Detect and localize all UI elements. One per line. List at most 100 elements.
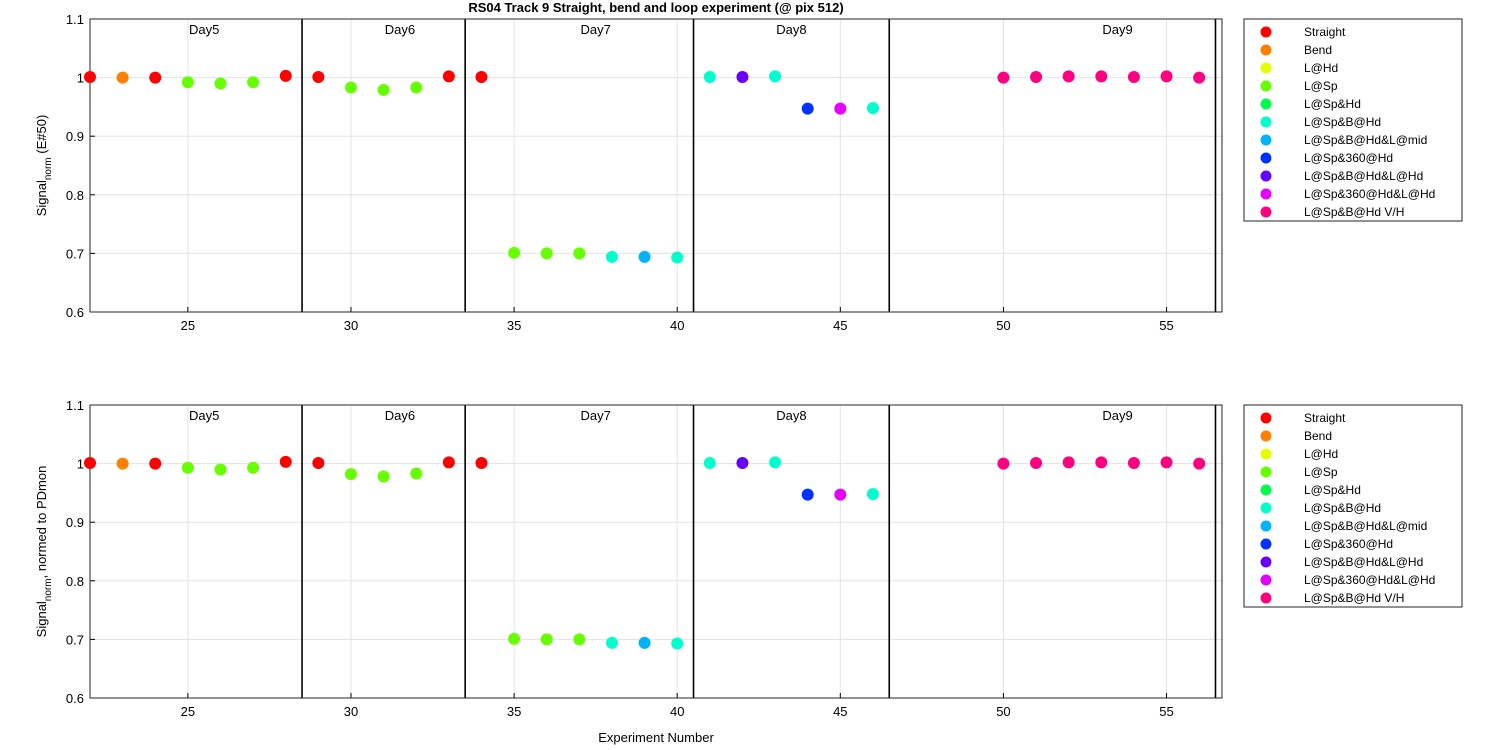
x-axis-label: Experiment Number (598, 730, 714, 745)
legend-entry: L@Sp&360@Hd&L@Hd (1304, 187, 1435, 201)
data-point (834, 102, 847, 115)
y-tick-label: 0.6 (66, 691, 84, 706)
data-point (344, 81, 357, 94)
data-point (116, 457, 129, 470)
x-tick-label: 25 (181, 704, 195, 719)
x-tick-label: 30 (344, 704, 358, 719)
x-tick-label: 25 (181, 318, 195, 333)
data-point (1095, 70, 1108, 83)
y-axis-label-rest: (E#50) (34, 115, 49, 158)
legend-marker (1260, 556, 1272, 568)
data-point (769, 456, 782, 469)
x-tick-label: 40 (670, 318, 684, 333)
legend-entry: L@Sp&Hd (1304, 483, 1361, 497)
data-point (866, 488, 879, 501)
legend-entry: L@Sp&B@Hd&L@mid (1304, 519, 1427, 533)
data-point (736, 457, 749, 470)
data-point (573, 633, 586, 646)
data-point (1193, 71, 1206, 84)
data-point (84, 71, 96, 84)
y-tick-label: 0.9 (66, 129, 84, 144)
day-label: Day6 (385, 22, 415, 37)
data-point (312, 71, 325, 84)
legend-marker (1260, 448, 1272, 460)
legend-marker (1260, 98, 1272, 110)
data-point (605, 250, 618, 263)
legend-entry: L@Sp (1304, 79, 1338, 93)
data-point (116, 71, 129, 84)
legend-entry: L@Hd (1304, 447, 1338, 461)
day-label: Day5 (189, 408, 219, 423)
legend-entry: L@Sp&B@Hd V/H (1304, 591, 1404, 605)
data-point (540, 633, 553, 646)
legend-entry: L@Sp&B@Hd&L@Hd (1304, 169, 1423, 183)
plot-area (90, 405, 1222, 698)
data-point (769, 70, 782, 83)
day-label: Day7 (580, 408, 610, 423)
data-point (703, 457, 716, 470)
legend-entry: L@Sp&360@Hd (1304, 151, 1393, 165)
day-label: Day9 (1102, 408, 1132, 423)
data-point (1127, 71, 1140, 84)
legend-entry: Straight (1304, 25, 1346, 39)
legend-marker (1260, 44, 1272, 56)
legend-entry: L@Hd (1304, 61, 1338, 75)
data-point (181, 461, 194, 474)
y-axis-label-main: Signal (34, 180, 49, 216)
data-point (573, 247, 586, 260)
legend-entry: L@Sp&B@Hd&L@Hd (1304, 555, 1423, 569)
data-point (247, 461, 260, 474)
legend-marker (1260, 466, 1272, 478)
data-point (605, 636, 618, 649)
y-tick-label: 1 (77, 71, 84, 86)
data-point (801, 488, 814, 501)
legend-marker (1260, 430, 1272, 442)
x-tick-label: 50 (996, 318, 1010, 333)
y-tick-label: 1.1 (66, 12, 84, 27)
legend-entry: L@Sp&360@Hd&L@Hd (1304, 573, 1435, 587)
legend-marker (1260, 520, 1272, 532)
data-point (866, 102, 879, 115)
legend-marker (1260, 116, 1272, 128)
legend-entry: L@Sp&B@Hd V/H (1304, 205, 1404, 219)
x-tick-label: 40 (670, 704, 684, 719)
data-point (1095, 456, 1108, 469)
data-point (1193, 457, 1206, 470)
data-point (1062, 70, 1075, 83)
legend-marker (1260, 62, 1272, 74)
legend-box (1243, 18, 1463, 222)
data-point (801, 102, 814, 115)
y-axis-label-subscript: norm (43, 157, 54, 180)
y-axis-label-rest: , normed to PDmon (34, 466, 49, 579)
legend-marker (1260, 206, 1272, 218)
x-tick-label: 30 (344, 318, 358, 333)
data-point (442, 456, 455, 469)
legend-entry: Bend (1304, 43, 1332, 57)
y-tick-label: 1 (77, 457, 84, 472)
day-label: Day6 (385, 408, 415, 423)
y-tick-label: 1.1 (66, 398, 84, 413)
legend-marker (1260, 170, 1272, 182)
y-tick-label: 0.9 (66, 515, 84, 530)
data-point (671, 637, 684, 650)
legend-entry: L@Sp&Hd (1304, 97, 1361, 111)
legend-entry: Straight (1304, 411, 1346, 425)
data-point (84, 457, 96, 470)
data-point (149, 457, 162, 470)
legend-marker (1260, 152, 1272, 164)
legend-marker (1260, 188, 1272, 200)
plot-area (90, 19, 1222, 312)
data-point (442, 70, 455, 83)
day-label: Day8 (776, 408, 806, 423)
data-point (475, 457, 488, 470)
x-tick-label: 55 (1159, 704, 1173, 719)
y-axis-label-subscript: norm (43, 578, 54, 601)
top-scatter-panel: 25 30 35 40 45 50 55 0.6 0.7 0.8 0.9 1 1.1 Day5 Day6 Da… (34, 12, 1463, 333)
data-point (410, 81, 423, 94)
legend-marker (1260, 80, 1272, 92)
day-label: Day9 (1102, 22, 1132, 37)
data-point (377, 83, 390, 96)
y-tick-label: 0.7 (66, 246, 84, 261)
data-point (344, 468, 357, 481)
